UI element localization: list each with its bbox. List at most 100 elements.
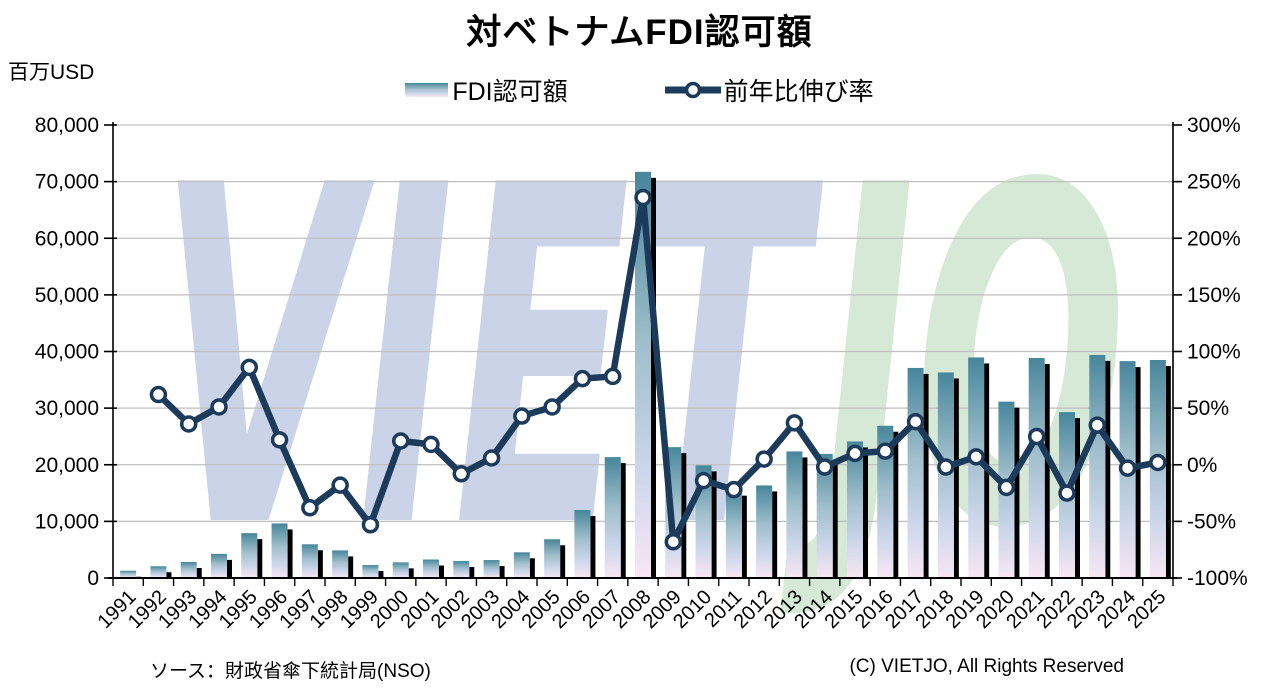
legend-label-growth: 前年比伸び率 bbox=[723, 78, 874, 106]
marker-2014 bbox=[815, 458, 834, 476]
right-axis-tick-5: 50% bbox=[1187, 397, 1229, 420]
bar-2012 bbox=[756, 485, 773, 578]
bar-1996 bbox=[271, 523, 288, 578]
bar-shadow-1999 bbox=[378, 571, 384, 578]
legend-label-fdi: FDI認可額 bbox=[452, 78, 568, 106]
bar-1992 bbox=[150, 566, 167, 578]
source-note: ソース：財政省傘下統計局(NSO) bbox=[150, 661, 431, 682]
bar-1999 bbox=[362, 565, 379, 578]
bar-2015 bbox=[847, 441, 863, 578]
bar-2023 bbox=[1089, 354, 1106, 578]
marker-1996 bbox=[270, 431, 289, 449]
marker-1995 bbox=[240, 358, 259, 377]
bar-2000 bbox=[392, 562, 409, 578]
bar-shadow-2002 bbox=[469, 567, 475, 578]
bar-shadow-2007 bbox=[620, 463, 626, 578]
bar-2017 bbox=[907, 367, 924, 578]
marker-2001 bbox=[422, 435, 440, 454]
bar-series-swatch-icon bbox=[405, 83, 449, 97]
bar-shadow-2016 bbox=[893, 431, 899, 578]
bar-series bbox=[120, 171, 1171, 578]
bar-shadow-2010 bbox=[711, 471, 717, 578]
bar-shadow-2020 bbox=[1014, 407, 1020, 578]
marker-2012 bbox=[755, 450, 773, 468]
marker-2007 bbox=[603, 367, 622, 386]
marker-2024 bbox=[1118, 459, 1137, 477]
bar-1995 bbox=[241, 533, 258, 578]
marker-2004 bbox=[513, 407, 531, 425]
bar-2021 bbox=[1028, 358, 1045, 578]
bar-2005 bbox=[544, 539, 561, 578]
bar-shadow-2005 bbox=[560, 545, 566, 578]
bar-shadow-2001 bbox=[439, 565, 444, 578]
bar-1993 bbox=[180, 561, 197, 578]
marker-2000 bbox=[391, 432, 410, 450]
marker-2018 bbox=[937, 458, 955, 476]
bar-1998 bbox=[332, 550, 349, 578]
bar-shadow-2017 bbox=[923, 373, 929, 578]
bar-shadow-2008 bbox=[651, 177, 656, 578]
marker-2010 bbox=[694, 471, 713, 490]
axes bbox=[104, 122, 1182, 586]
bar-shadow-2003 bbox=[499, 566, 505, 578]
bar-shadow-2012 bbox=[772, 491, 778, 578]
bar-2007 bbox=[604, 457, 621, 578]
left-axis-unit-label: 百万USD bbox=[8, 61, 95, 84]
chart-title: 対ベトナムFDI認可額 bbox=[466, 13, 813, 52]
legend-item-fdi: FDI認可額 bbox=[405, 72, 568, 108]
left-axis-tick-1: 70,000 bbox=[35, 171, 99, 194]
marker-2015 bbox=[846, 444, 864, 463]
right-axis-tick-7: -50% bbox=[1187, 510, 1236, 533]
right-axis-tick-2: 200% bbox=[1187, 227, 1241, 250]
bar-shadow-1992 bbox=[166, 572, 172, 578]
bar-1997 bbox=[301, 544, 318, 578]
bar-shadow-1994 bbox=[227, 559, 232, 578]
right-axis-tick-0: 300% bbox=[1187, 114, 1241, 137]
marker-2017 bbox=[906, 412, 925, 431]
vietjo-watermark: VIETJO bbox=[158, 87, 1127, 630]
bar-shadow-2004 bbox=[529, 558, 535, 578]
marker-2009 bbox=[664, 533, 683, 551]
bar-2011 bbox=[725, 489, 742, 578]
bar-1994 bbox=[211, 553, 227, 578]
bar-shadow-2006 bbox=[590, 516, 596, 578]
marker-1999 bbox=[361, 516, 380, 534]
bar-2013 bbox=[786, 451, 803, 578]
left-axis-tick-2: 60,000 bbox=[35, 227, 99, 250]
bar-shadow-2023 bbox=[1105, 360, 1111, 578]
growth-line bbox=[155, 194, 1162, 546]
right-axis-tick-3: 150% bbox=[1187, 284, 1241, 307]
marker-2003 bbox=[482, 449, 501, 467]
marker-2020 bbox=[997, 478, 1016, 497]
bar-shadow-1997 bbox=[317, 550, 323, 578]
bar-shadow-1996 bbox=[287, 529, 293, 578]
marker-2006 bbox=[573, 369, 592, 388]
bar-1991 bbox=[120, 570, 137, 578]
bar-shadow-1998 bbox=[348, 556, 354, 578]
bar-shadow-2022 bbox=[1075, 418, 1080, 578]
legend-item-growth: 前年比伸び率 bbox=[664, 72, 874, 108]
marker-2025 bbox=[1149, 453, 1167, 472]
bar-shadow-2018 bbox=[953, 378, 959, 578]
bar-2016 bbox=[877, 425, 894, 578]
bar-shadow-2013 bbox=[802, 457, 808, 578]
bar-shadow-1995 bbox=[257, 539, 263, 578]
bar-shadow-2014 bbox=[832, 459, 838, 578]
left-axis-tick-3: 50,000 bbox=[35, 284, 99, 307]
bar-shadow-2000 bbox=[408, 568, 414, 578]
left-axis-tick-6: 20,000 bbox=[35, 454, 99, 477]
marker-2008 bbox=[634, 188, 652, 207]
bar-2003 bbox=[483, 560, 500, 578]
right-axis-tick-8: -100% bbox=[1187, 567, 1248, 590]
marker-1993 bbox=[179, 415, 198, 433]
marker-2013 bbox=[785, 414, 804, 432]
bar-shadow-2015 bbox=[863, 447, 868, 578]
marker-1994 bbox=[210, 398, 228, 416]
left-axis-tick-8: 0 bbox=[87, 567, 99, 590]
marker-2023 bbox=[1088, 416, 1107, 434]
right-axis-tick-6: 0% bbox=[1187, 454, 1217, 477]
marker-1997 bbox=[301, 499, 319, 517]
marker-1992 bbox=[149, 385, 168, 404]
